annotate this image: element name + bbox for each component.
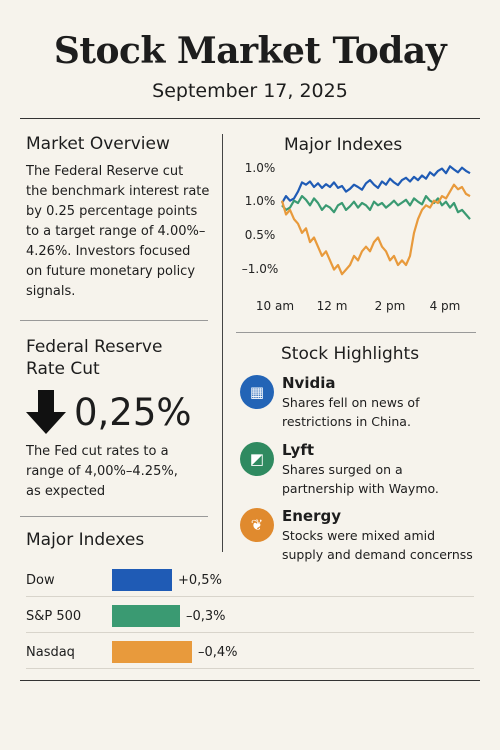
major-indexes-title: Major Indexes bbox=[26, 530, 145, 550]
fed-cut-title-line: Federal Reserve bbox=[26, 337, 163, 357]
y-tick-label: 0.5% bbox=[245, 228, 276, 242]
index-value: –0,3% bbox=[186, 608, 226, 624]
highlights-title: Stock Highlights bbox=[281, 344, 420, 364]
index-row-dow: Dow +0,5% bbox=[26, 569, 222, 591]
text-line: as expected bbox=[26, 484, 106, 499]
series-line-0 bbox=[281, 165, 471, 204]
highlight-name: Lyft bbox=[282, 441, 315, 459]
chart-title: Major Indexes bbox=[284, 135, 403, 155]
highlight-body: Nvidia Shares fell on news of restrictio… bbox=[282, 373, 419, 431]
fed-cut-value: 0,25% bbox=[74, 390, 192, 434]
highlight-name: Nvidia bbox=[282, 374, 336, 392]
highlight-text: restrictions in China. bbox=[282, 414, 411, 429]
x-tick-label: 4 pm bbox=[430, 299, 461, 313]
text-line: 4.26%. Investors focused bbox=[26, 244, 191, 259]
highlight-text: Shares fell on news of bbox=[282, 395, 420, 410]
leaf-icon: ❦ bbox=[240, 508, 274, 542]
index-row-sp500: S&P 500 –0,3% bbox=[26, 605, 226, 627]
car-icon: ◩ bbox=[240, 442, 274, 476]
index-name: S&P 500 bbox=[26, 608, 82, 624]
fed-cut-text: The Fed cut rates to a range of 4,00%–4.… bbox=[26, 442, 178, 502]
section-divider bbox=[20, 320, 208, 321]
index-bar bbox=[112, 569, 172, 591]
x-tick-label: 2 pm bbox=[375, 299, 406, 313]
market-overview-title: Market Overview bbox=[26, 134, 170, 154]
market-overview-text: The Federal Reserve cut the benchmark in… bbox=[26, 162, 209, 302]
index-value: +0,5% bbox=[178, 572, 222, 588]
section-divider bbox=[20, 516, 208, 517]
section-divider bbox=[236, 332, 476, 333]
major-indexes-chart: 1.0% 1.0% 0.5% –1.0% 10 am 12 m 2 pm 4 pm bbox=[242, 161, 471, 313]
text-line: the benchmark interest rate bbox=[26, 184, 210, 199]
text-line: signals. bbox=[26, 284, 76, 299]
column-divider bbox=[222, 134, 223, 552]
highlight-energy: ❦ Energy Stocks were mixed amid supply a… bbox=[240, 506, 473, 564]
fed-cut-title-line: Rate Cut bbox=[26, 359, 100, 379]
index-name: Nasdaq bbox=[26, 644, 75, 660]
fed-cut-title: Federal Reserve Rate Cut bbox=[26, 336, 162, 380]
highlight-lyft: ◩ Lyft Shares surged on a partnership wi… bbox=[240, 440, 439, 498]
index-name: Dow bbox=[26, 572, 55, 588]
y-tick-label: 1.0% bbox=[245, 194, 276, 208]
text-line: to a target range of 4.00%– bbox=[26, 224, 206, 239]
down-arrow-icon bbox=[26, 390, 66, 434]
row-divider bbox=[26, 596, 474, 597]
index-row-nasdaq: Nasdaq –0,4% bbox=[26, 641, 238, 663]
index-value: –0,4% bbox=[198, 644, 238, 660]
index-bar bbox=[112, 605, 180, 627]
highlight-text: Shares surged on a bbox=[282, 462, 403, 477]
highlight-body: Lyft Shares surged on a partnership with… bbox=[282, 440, 439, 498]
series-line-1 bbox=[281, 194, 471, 220]
x-tick-label: 12 m bbox=[317, 299, 348, 313]
chip-icon: ▦ bbox=[240, 375, 274, 409]
highlight-text: Stocks were mixed amid bbox=[282, 528, 436, 543]
highlight-name: Energy bbox=[282, 507, 342, 525]
series-line-2 bbox=[280, 183, 471, 276]
page-title: Stock Market Today bbox=[53, 30, 447, 72]
highlight-text: supply and demand concernss bbox=[282, 547, 473, 562]
bottom-divider bbox=[20, 680, 480, 681]
highlight-body: Energy Stocks were mixed amid supply and… bbox=[282, 506, 473, 564]
highlight-nvidia: ▦ Nvidia Shares fell on news of restrict… bbox=[240, 373, 419, 431]
y-tick-label: –1.0% bbox=[242, 262, 279, 276]
row-divider bbox=[26, 632, 474, 633]
page-date: September 17, 2025 bbox=[152, 80, 348, 102]
text-line: by 0.25 percentage points bbox=[26, 204, 198, 219]
text-line: range of 4,00%–4.25%, bbox=[26, 464, 178, 479]
highlight-text: partnership with Waymo. bbox=[282, 481, 439, 496]
text-line: on future monetary policy bbox=[26, 264, 196, 279]
x-tick-label: 10 am bbox=[256, 299, 294, 313]
index-bar bbox=[112, 641, 192, 663]
text-line: The Fed cut rates to a bbox=[26, 444, 169, 459]
text-line: The Federal Reserve cut bbox=[26, 164, 184, 179]
top-divider bbox=[20, 118, 480, 119]
y-tick-label: 1.0% bbox=[245, 161, 276, 175]
row-divider bbox=[26, 668, 474, 669]
fed-cut-value-row: 0,25% bbox=[26, 390, 192, 434]
